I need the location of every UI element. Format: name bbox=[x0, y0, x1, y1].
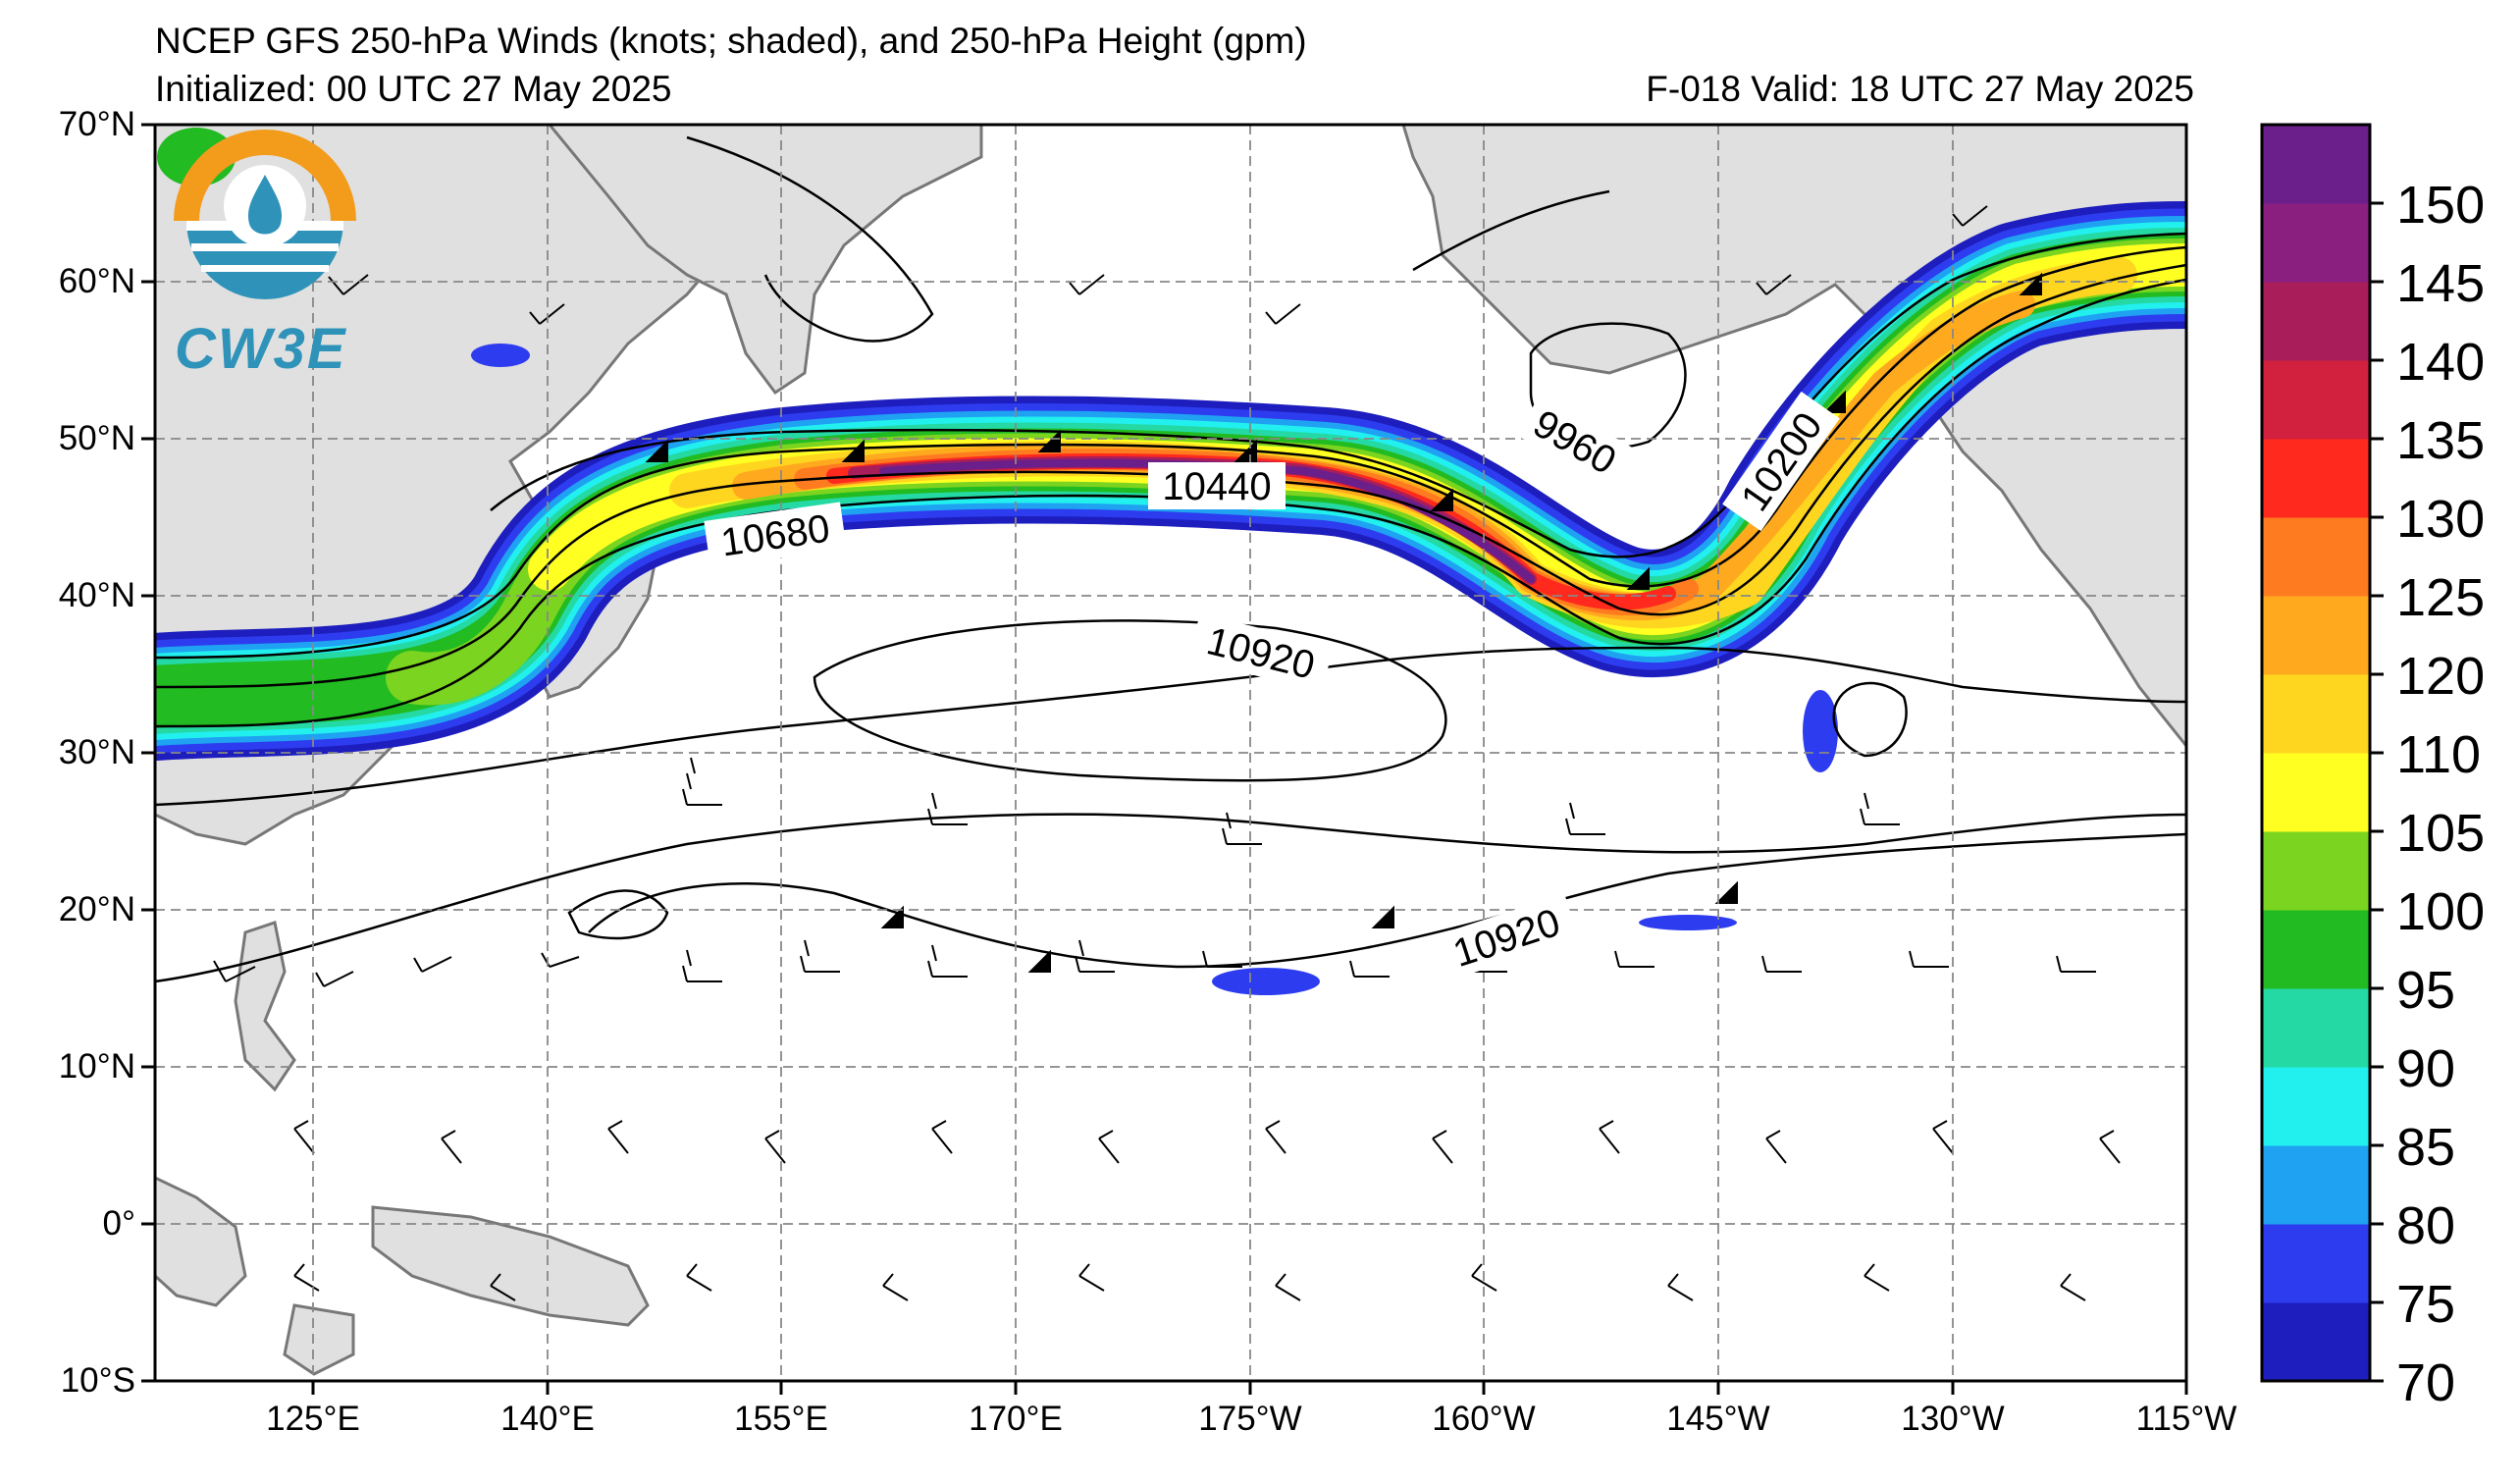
colorbar-segment bbox=[2262, 1145, 2370, 1225]
colorbar-label-70: 70 bbox=[2396, 1353, 2456, 1412]
axis-ticks bbox=[141, 123, 2188, 1395]
colorbar-label-90: 90 bbox=[2396, 1039, 2456, 1098]
lat-label-60n: 60°N bbox=[58, 262, 135, 300]
colorbar-label-150: 150 bbox=[2396, 176, 2486, 235]
colorbar-segment bbox=[2262, 517, 2370, 597]
lon-label-155e: 155°E bbox=[734, 1400, 828, 1438]
lat-label-20n: 20°N bbox=[58, 890, 135, 928]
lon-label-170e: 170°E bbox=[969, 1400, 1063, 1438]
lat-label-70n: 70°N bbox=[58, 105, 135, 143]
valid-time: F-018 Valid: 18 UTC 27 May 2025 bbox=[1646, 69, 2194, 109]
colorbar-label-125: 125 bbox=[2396, 568, 2486, 627]
lat-label-10n: 10°N bbox=[58, 1047, 135, 1086]
lat-lon-grid bbox=[155, 125, 2186, 1381]
colorbar-ticks bbox=[2370, 201, 2384, 1383]
colorbar-label-140: 140 bbox=[2396, 333, 2486, 392]
colorbar-label-145: 145 bbox=[2396, 254, 2486, 313]
height-contours bbox=[155, 135, 2186, 983]
colorbar-label-105: 105 bbox=[2396, 804, 2486, 863]
cw3e-logo-icon bbox=[174, 130, 356, 299]
colorbar-label-80: 80 bbox=[2396, 1196, 2456, 1255]
colorbar-label-85: 85 bbox=[2396, 1118, 2456, 1177]
colorbar-label-95: 95 bbox=[2396, 961, 2456, 1020]
lat-label-30n: 30°N bbox=[58, 733, 135, 771]
lon-label-130w: 130°W bbox=[1901, 1400, 2005, 1438]
colorbar-segment bbox=[2262, 596, 2370, 675]
colorbar-label-130: 130 bbox=[2396, 490, 2486, 549]
lon-label-145w: 145°W bbox=[1666, 1400, 1770, 1438]
lon-label-160w: 160°W bbox=[1432, 1400, 1536, 1438]
colorbar-label-120: 120 bbox=[2396, 647, 2486, 706]
colorbar-segment bbox=[2262, 674, 2370, 754]
map-area: 10440 10680 9960 10200 10920 10920 bbox=[155, 125, 2186, 1381]
colorbar-segment bbox=[2262, 125, 2370, 204]
colorbar-segment bbox=[2262, 1067, 2370, 1146]
colorbar-segment bbox=[2262, 831, 2370, 911]
lat-label-40n: 40°N bbox=[58, 576, 135, 614]
colorbar-segment bbox=[2262, 910, 2370, 989]
colorbar-label-75: 75 bbox=[2396, 1275, 2456, 1334]
colorbar-segment bbox=[2262, 439, 2370, 518]
colorbar-segment bbox=[2262, 203, 2370, 283]
colorbar bbox=[2262, 125, 2384, 1383]
lon-label-125e: 125°E bbox=[266, 1400, 360, 1438]
colorbar-label-110: 110 bbox=[2396, 725, 2482, 784]
cw3e-logo-text: CW3E bbox=[175, 317, 347, 381]
colorbar-segment bbox=[2262, 1302, 2370, 1382]
initialized-time: Initialized: 00 UTC 27 May 2025 bbox=[155, 69, 672, 109]
lon-label-140e: 140°E bbox=[500, 1400, 595, 1438]
colorbar-segment bbox=[2262, 282, 2370, 361]
lat-label-10s: 10°S bbox=[60, 1361, 135, 1400]
colorbar-segment bbox=[2262, 988, 2370, 1068]
colorbar-label-100: 100 bbox=[2396, 882, 2486, 941]
wind-barbs bbox=[213, 205, 2121, 1301]
wind-speed-shading bbox=[155, 128, 2186, 995]
map-title: NCEP GFS 250-hPa Winds (knots; shaded), … bbox=[155, 21, 1307, 61]
lon-label-175w: 175°W bbox=[1198, 1400, 1302, 1438]
lat-label-50n: 50°N bbox=[58, 419, 135, 457]
lon-label-115w: 115°W bbox=[2135, 1400, 2237, 1438]
colorbar-label-135: 135 bbox=[2396, 411, 2486, 470]
colorbar-segment bbox=[2262, 1224, 2370, 1303]
colorbar-segment bbox=[2262, 360, 2370, 440]
contour-label-10440: 10440 bbox=[1162, 465, 1271, 508]
lat-label-0: 0° bbox=[102, 1204, 135, 1243]
colorbar-frame bbox=[2260, 123, 2372, 1383]
colorbar-segment bbox=[2262, 753, 2370, 832]
